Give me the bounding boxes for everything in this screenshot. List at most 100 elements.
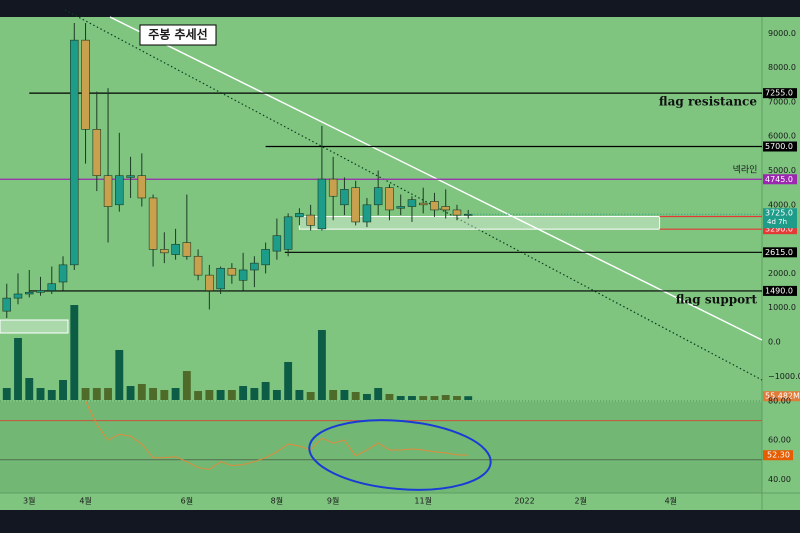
volume-bar — [464, 396, 473, 400]
rsi-tick-label: 60.00 — [768, 436, 791, 445]
candle-body — [272, 235, 282, 252]
candle-body — [340, 189, 349, 206]
candle-body — [70, 39, 79, 266]
volume-bar — [70, 305, 79, 400]
rsi-line — [85, 400, 469, 471]
volume-bar — [115, 350, 124, 400]
candle-body — [261, 249, 270, 266]
last-price-bg — [763, 208, 797, 229]
rsi-tick-label: 40.00 — [768, 475, 791, 484]
volume-bar — [340, 390, 349, 400]
volume-bar — [250, 388, 259, 400]
volume-bar — [92, 388, 101, 400]
volume-bar — [205, 390, 214, 400]
volume-bar — [351, 391, 360, 400]
last-price-label: 3725.0 — [765, 209, 793, 218]
volume-bar — [216, 390, 225, 400]
title-box — [139, 24, 217, 46]
volume-bar — [25, 378, 34, 400]
candle-body — [430, 201, 439, 211]
candle-body — [441, 206, 450, 211]
chart-title: 주봉 추세선 — [148, 27, 207, 42]
volume-label-bg — [763, 391, 800, 402]
countdown-label: 4d 7h — [767, 218, 787, 226]
candle-body — [351, 187, 360, 223]
level-label-bg — [763, 247, 797, 258]
candle-body — [115, 175, 124, 206]
level-label-bg — [763, 141, 797, 152]
candle-body — [2, 297, 11, 312]
annotation: flag resistance — [659, 95, 757, 109]
candle-body — [362, 204, 372, 223]
trendline — [109, 16, 763, 341]
level-label-bg — [763, 174, 797, 185]
volume-bar — [306, 391, 315, 400]
x-tick-label: 3월 — [23, 496, 35, 506]
volume-bar — [272, 390, 281, 400]
candle-body — [160, 249, 169, 254]
volume-bar — [453, 396, 461, 400]
candle-body — [306, 214, 315, 226]
volume-bar — [239, 386, 248, 400]
candle-body — [250, 262, 259, 271]
volume-bar — [194, 391, 203, 400]
candle-body — [396, 206, 405, 209]
volume-bar — [171, 388, 180, 400]
y-tick-label: 8000.0 — [768, 63, 796, 72]
y-tick-label: 0.0 — [768, 338, 781, 347]
candle-body — [205, 274, 214, 291]
volume-bar — [385, 393, 394, 400]
candle-body — [452, 209, 462, 216]
candle-body — [103, 175, 113, 207]
volume-bar — [182, 371, 191, 400]
rsi-last-bg — [763, 450, 793, 461]
level-label: 1490.0 — [765, 286, 793, 295]
volume-bar — [81, 388, 90, 400]
candle-body — [373, 187, 383, 206]
volume-bar — [261, 381, 270, 400]
candle-body — [283, 216, 293, 250]
candle-body — [227, 267, 237, 276]
x-tick-label: 11월 — [414, 496, 432, 506]
volume-bar — [59, 380, 67, 400]
volume-bar — [396, 396, 405, 400]
candle-body — [328, 178, 338, 197]
volume-bar — [126, 386, 135, 400]
candle-body — [216, 267, 225, 290]
y-tick-label: −1000.0 — [768, 372, 800, 381]
x-tick-label: 6월 — [181, 496, 193, 506]
candle-body — [418, 202, 428, 206]
candle-body — [193, 255, 203, 276]
level-label: 5700.0 — [765, 142, 793, 151]
volume-bar — [419, 396, 428, 400]
highlight-ellipse — [308, 419, 492, 491]
candle-body — [463, 213, 473, 216]
level-label-bg — [763, 224, 797, 235]
candle-body — [92, 129, 102, 176]
candle-body — [385, 187, 394, 211]
volume-bar — [329, 390, 338, 400]
candle-body — [81, 39, 90, 130]
candle-body — [238, 269, 248, 281]
y-tick-label: 1000.0 — [768, 303, 796, 312]
annotation: flag support — [676, 293, 758, 307]
volume-label: 55.482M — [765, 392, 800, 401]
annotation: 넥라인 — [733, 165, 758, 176]
candle-body — [137, 175, 147, 199]
volume-bar — [14, 338, 22, 400]
candle-body — [295, 213, 304, 218]
volume-bar — [137, 383, 146, 400]
x-tick-label: 4월 — [665, 496, 677, 506]
x-tick-label: 4월 — [79, 496, 91, 506]
candle-body — [148, 197, 158, 250]
volume-bar — [149, 388, 158, 400]
candle-body — [47, 283, 57, 291]
candle-body — [25, 291, 34, 295]
level-label: 7255.0 — [765, 89, 793, 98]
volume-bar — [317, 330, 326, 400]
volume-bar — [160, 390, 169, 400]
level-label: 2615.0 — [765, 248, 793, 257]
candle-body — [171, 243, 180, 255]
volume-bar — [47, 390, 56, 400]
rsi-tick-label: 80.00 — [768, 397, 791, 406]
